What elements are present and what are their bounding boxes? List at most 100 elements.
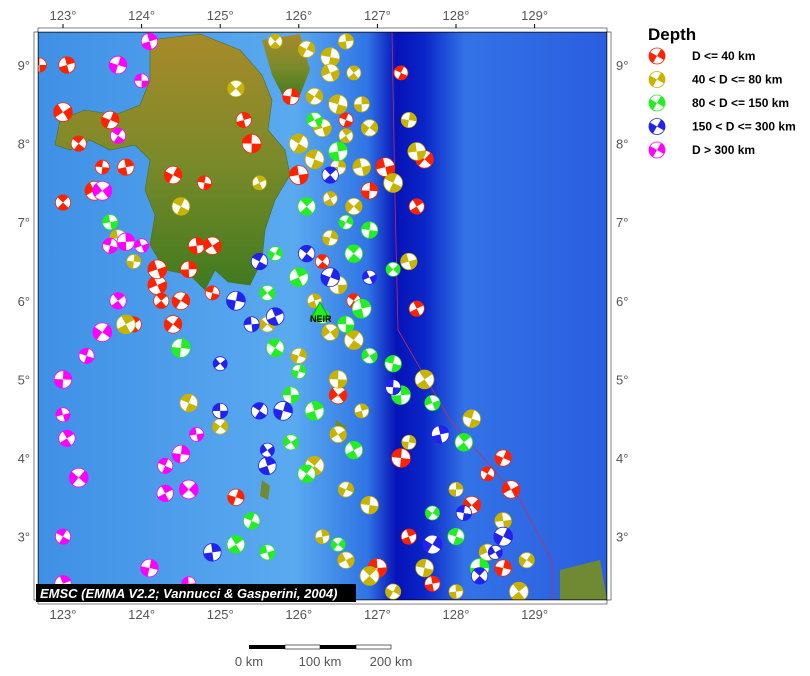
beachball-deep-over-300: [102, 237, 119, 254]
beachball-intermediate-40-80: [360, 119, 379, 137]
beachball-deep-150-300: [259, 442, 275, 458]
beachball-deep-over-300: [157, 457, 174, 474]
beachball-intermediate-80-150: [306, 112, 323, 129]
beachball-shallow: [171, 291, 191, 311]
beachball-intermediate-40-80: [518, 552, 535, 569]
focal-mechanisms: [38, 32, 535, 600]
land-mindanao: [54, 33, 291, 291]
credit-box: EMSC (EMMA V2.2; Vannucci & Gasperini, 2…: [36, 584, 356, 602]
beachball-shallow: [204, 285, 220, 301]
legend-beachball-icon: [648, 47, 666, 65]
beachball-intermediate-80-150: [282, 434, 299, 451]
beachball-shallow: [197, 175, 212, 191]
beachball-intermediate-40-80: [344, 330, 364, 350]
beachball-shallow: [400, 528, 417, 545]
legend-item-label: D <= 40 km: [692, 49, 755, 63]
legend-beachball-icon: [648, 94, 666, 112]
beachball-intermediate-80-150: [288, 267, 309, 288]
beachball-shallow: [235, 112, 252, 129]
beachball-shallow: [163, 165, 183, 185]
beachball-deep-150-300: [258, 456, 277, 476]
station-neir[interactable]: NEIR: [309, 300, 332, 324]
beachball-intermediate-80-150: [330, 537, 346, 552]
legend-item-label: D > 300 km: [692, 143, 755, 157]
beachball-intermediate-80-150: [351, 298, 372, 319]
beachball-deep-over-300: [156, 484, 174, 502]
beachball-shallow: [288, 165, 309, 185]
lat-tick-left: 4°: [18, 451, 30, 466]
beachball-deep-over-300: [78, 347, 95, 364]
beachball-shallow: [53, 102, 73, 122]
beachball-intermediate-80-150: [447, 527, 465, 546]
beachball-deep-150-300: [250, 402, 269, 420]
beachball-intermediate-40-80: [353, 96, 370, 113]
beachball-deep-150-300: [250, 252, 269, 271]
lon-tick-bottom: 129°: [521, 607, 548, 622]
legend: Depth D <= 40 km 40 < D <= 80 km 80 < D <=…: [648, 25, 796, 159]
lon-tick-bottom: 127°: [364, 607, 391, 622]
beachball-intermediate-40-80: [179, 393, 198, 413]
beachball-intermediate-40-80: [400, 252, 418, 271]
beachball-intermediate-80-150: [344, 440, 364, 460]
beachball-intermediate-40-80: [448, 584, 464, 600]
lat-tick-right: 5°: [616, 372, 628, 387]
beachball-intermediate-40-80: [352, 157, 371, 177]
beachball-shallow: [480, 466, 495, 482]
lat-tick-right: 7°: [616, 215, 628, 230]
beachball-intermediate-40-80: [329, 425, 347, 444]
beachball-deep-150-300: [431, 425, 450, 444]
beachball-intermediate-40-80: [307, 293, 322, 309]
beachball-intermediate-40-80: [407, 142, 426, 161]
beachball-intermediate-40-80: [345, 197, 363, 216]
beachball-deep-150-300: [321, 166, 339, 184]
beachball-shallow: [70, 135, 87, 152]
lat-tick-left: 5°: [18, 372, 30, 387]
beachball-deep-over-300: [58, 429, 76, 447]
lat-tick-left: 7°: [18, 215, 30, 230]
beachball-shallow: [100, 110, 120, 130]
scale-label-200: 200 km: [370, 654, 413, 669]
scale-label-0: 0 km: [235, 654, 263, 669]
beachball-intermediate-80-150: [344, 244, 364, 263]
beachball-shallow: [360, 182, 379, 200]
beachball-intermediate-40-80: [337, 481, 354, 498]
beachball-deep-over-300: [92, 180, 113, 201]
beachball-deep-150-300: [362, 269, 377, 285]
lat-tick-left: 9°: [18, 58, 30, 73]
beachball-intermediate-80-150: [243, 512, 261, 530]
scale-bar: 0 km 100 km 200 km: [235, 644, 413, 669]
beachball-intermediate-40-80: [383, 173, 403, 193]
lon-tick-top: 124°: [128, 8, 155, 23]
beachball-intermediate-80-150: [360, 221, 379, 239]
beachball-deep-150-300: [273, 401, 293, 421]
station-label: NEIR: [310, 314, 332, 324]
beachball-deep-over-300: [108, 55, 128, 75]
legend-item-label: 80 < D <= 150 km: [692, 96, 789, 110]
lat-tick-left: 6°: [18, 294, 30, 309]
legend-beachball-icon: [648, 118, 666, 135]
lat-tick-left: 8°: [18, 137, 30, 152]
beachball-shallow: [227, 488, 245, 506]
beachball-deep-150-300: [243, 316, 260, 333]
lat-tick-left: 3°: [18, 530, 30, 545]
beachball-intermediate-80-150: [304, 401, 325, 421]
beachball-intermediate-40-80: [415, 558, 434, 578]
legend-item-label: 150 < D <= 300 km: [692, 120, 796, 134]
beachball-intermediate-40-80: [290, 347, 307, 364]
beachball-intermediate-80-150: [171, 338, 191, 358]
beachball-intermediate-40-80: [321, 323, 339, 341]
beachball-intermediate-80-150: [361, 347, 378, 364]
lon-tick-top: 128°: [443, 8, 470, 23]
beachball-deep-150-300: [320, 267, 341, 288]
legend-beachball-icon: [648, 71, 666, 88]
beachball-intermediate-80-150: [425, 505, 440, 521]
beachball-deep-over-300: [53, 370, 73, 389]
lon-tick-top: 123°: [50, 8, 77, 23]
beachball-intermediate-80-150: [259, 544, 276, 561]
beachball-shallow: [424, 575, 441, 592]
beachball-intermediate-40-80: [400, 112, 417, 129]
beachball-intermediate-40-80: [346, 65, 362, 81]
lon-tick-top: 126°: [285, 8, 312, 23]
